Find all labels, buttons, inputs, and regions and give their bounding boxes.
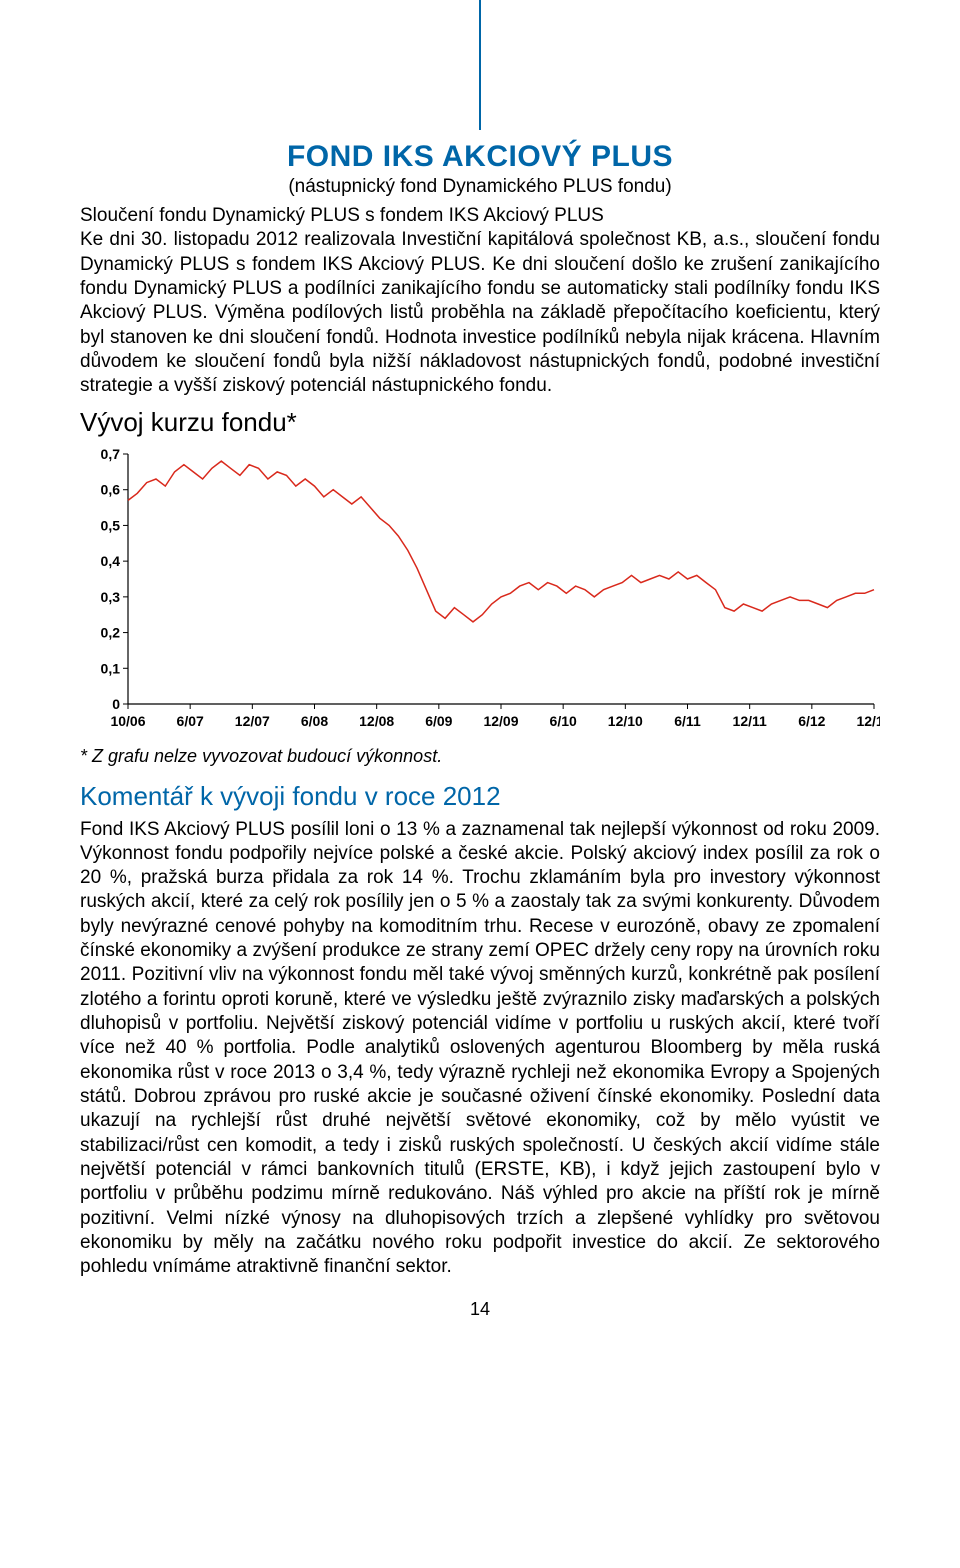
svg-text:0,2: 0,2: [101, 624, 121, 640]
svg-text:0,4: 0,4: [101, 553, 121, 569]
svg-text:12/08: 12/08: [359, 713, 394, 729]
page-number: 14: [80, 1299, 880, 1320]
svg-text:0,7: 0,7: [101, 448, 121, 462]
top-vertical-rule-wrap: [80, 0, 880, 130]
line-chart: 0 0,1 0,2 0,3 0,4 0,5 0,6 0,7 10/06 6/07 12/07 6/08…: [80, 448, 880, 738]
svg-text:6/12: 6/12: [798, 713, 825, 729]
top-vertical-rule: [479, 0, 481, 130]
svg-text:0,6: 0,6: [101, 481, 121, 497]
chart-footnote: * Z grafu nelze vyvozovat budoucí výkonn…: [80, 746, 880, 767]
svg-text:12/11: 12/11: [733, 713, 767, 729]
svg-text:12/10: 12/10: [608, 713, 643, 729]
svg-text:0,3: 0,3: [101, 588, 121, 604]
document-subtitle: (nástupnický fond Dynamického PLUS fondu…: [80, 176, 880, 198]
svg-text:0,5: 0,5: [101, 517, 121, 533]
svg-text:12/09: 12/09: [483, 713, 518, 729]
svg-text:12/07: 12/07: [235, 713, 270, 729]
merge-body: Ke dni 30. listopadu 2012 realizovala In…: [80, 229, 880, 396]
svg-text:6/07: 6/07: [177, 713, 204, 729]
chart-heading: Vývoj kurzu fondu*: [80, 407, 880, 438]
svg-text:0,1: 0,1: [101, 660, 121, 676]
svg-text:6/11: 6/11: [674, 713, 701, 729]
svg-text:6/10: 6/10: [550, 713, 577, 729]
svg-text:10/06: 10/06: [110, 713, 145, 729]
commentary-heading: Komentář k vývoji fondu v roce 2012: [80, 781, 880, 812]
svg-text:6/09: 6/09: [425, 713, 452, 729]
chart-svg: 0 0,1 0,2 0,3 0,4 0,5 0,6 0,7 10/06 6/07 12/07 6/08…: [80, 448, 880, 738]
commentary-body: Fond IKS Akciový PLUS posílil loni o 13 …: [80, 818, 880, 1280]
document-title: FOND IKS AKCIOVÝ PLUS: [80, 140, 880, 174]
document-page: FOND IKS AKCIOVÝ PLUS (nástupnický fond …: [0, 0, 960, 1360]
svg-text:12/12: 12/12: [856, 713, 880, 729]
merge-paragraph: Sloučení fondu Dynamický PLUS s fondem I…: [80, 204, 880, 399]
svg-text:6/08: 6/08: [301, 713, 328, 729]
merge-heading: Sloučení fondu Dynamický PLUS s fondem I…: [80, 205, 604, 226]
svg-text:0: 0: [112, 696, 120, 712]
